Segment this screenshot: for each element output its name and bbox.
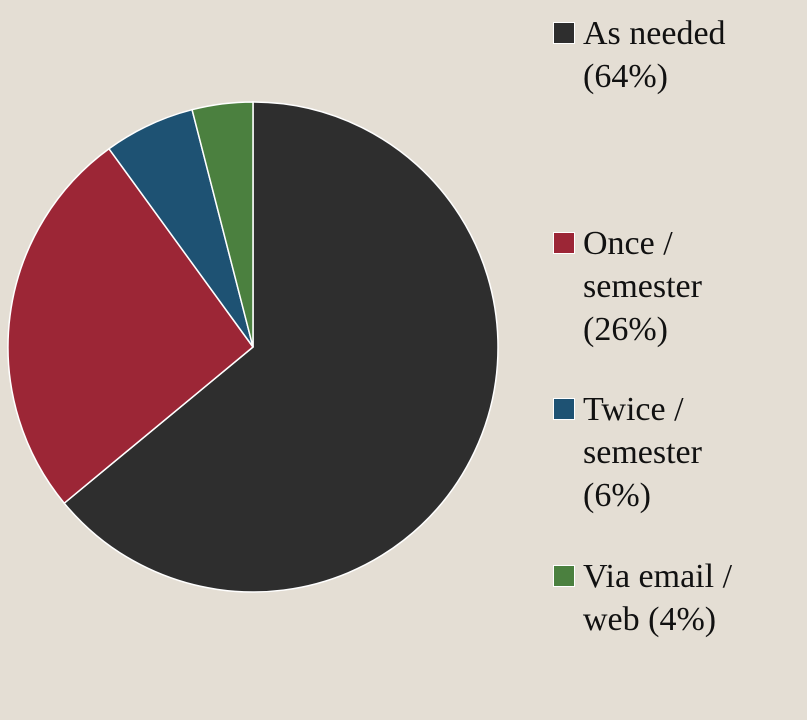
legend-swatch	[553, 565, 575, 587]
legend-label: Twice / semester (6%)	[583, 391, 702, 514]
legend-swatch	[553, 232, 575, 254]
pie-slice	[191, 101, 254, 348]
legend-label: Once / semester (26%)	[583, 225, 702, 348]
pie-slice	[63, 101, 499, 593]
legend-label: Via email / web (4%)	[583, 558, 733, 638]
legend-swatch	[553, 398, 575, 420]
legend-swatch	[553, 22, 575, 44]
pie-slice	[7, 147, 255, 505]
legend-label: As needed (64%)	[583, 15, 726, 95]
